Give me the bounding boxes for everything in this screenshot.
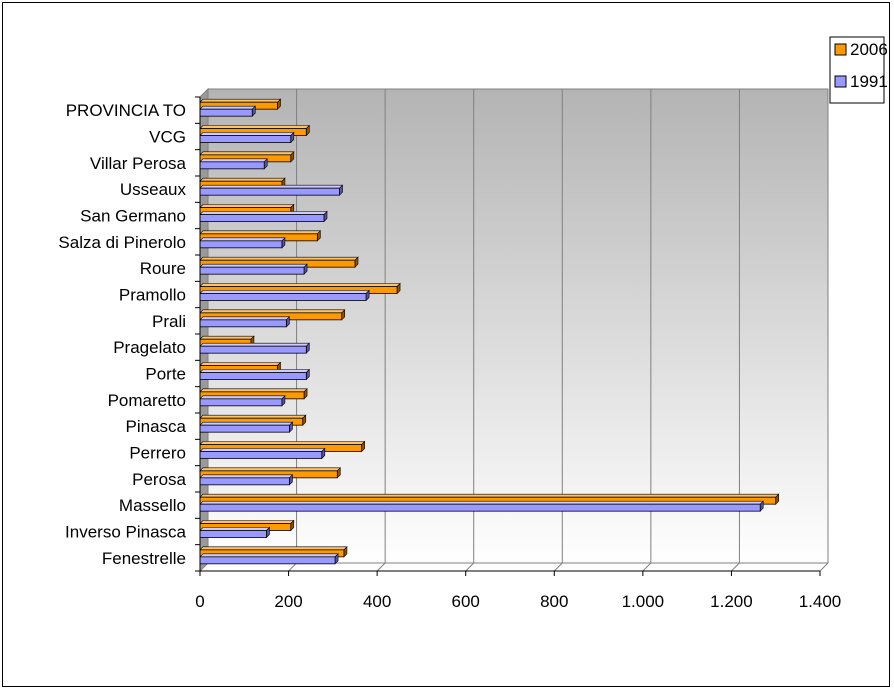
bar-top-face: [199, 342, 311, 347]
bar-top-face: [199, 553, 339, 558]
x-tick-label: 400: [363, 592, 391, 611]
bar-1991-6: [199, 266, 305, 275]
bar-top-face: [199, 204, 295, 208]
category-label: Inverso Pinasca: [65, 523, 186, 542]
category-label: San Germano: [80, 207, 186, 226]
bar-top-face: [199, 421, 294, 426]
bar-top-face: [199, 256, 359, 261]
bar-top-face: [199, 362, 282, 366]
bar-top-face: [199, 448, 326, 452]
bar-top-face: [199, 125, 311, 129]
bar-1991-12: [199, 424, 290, 433]
bar-1991-9: [199, 345, 307, 354]
x-tick-label: 1.000: [622, 592, 665, 611]
bar-top-face: [199, 263, 308, 268]
category-label: Pramollo: [119, 286, 186, 305]
bar-1991-13: [199, 451, 323, 459]
x-tick-label: 800: [540, 592, 568, 611]
bar-top-face: [199, 369, 311, 373]
legend-swatch-1991: [834, 75, 847, 88]
gridline-floor: [376, 562, 386, 572]
bar-top-face: [199, 520, 295, 524]
bar-top-face: [199, 151, 295, 156]
bar-1991-1: [199, 135, 292, 143]
bar-1991-16: [199, 530, 267, 538]
bar-1991-7: [199, 293, 367, 301]
bar-top-face: [199, 395, 286, 400]
bar-top-face: [199, 388, 308, 393]
gridline-floor: [731, 562, 740, 572]
bar-top-face: [199, 309, 346, 314]
bar-1991-15: [199, 503, 761, 512]
category-label: Pinasca: [126, 417, 187, 436]
gridline-floor: [553, 562, 563, 572]
bar-top-face: [199, 283, 401, 287]
bar-top-face: [199, 474, 294, 479]
x-tick-label: 600: [452, 592, 480, 611]
bar-1991-0: [199, 108, 253, 117]
category-label: Massello: [119, 496, 186, 515]
legend-label-2006: 2006: [850, 40, 888, 59]
bar-1991-4: [199, 214, 325, 222]
category-label: Salza di Pinerolo: [58, 233, 186, 252]
bar-top-face: [199, 177, 286, 182]
bar-top-face: [199, 184, 344, 189]
bar-top-face: [199, 414, 307, 419]
category-label: Perrero: [129, 444, 186, 463]
bar-top-face: [199, 335, 255, 340]
category-label: Usseaux: [120, 180, 187, 199]
gridline-floor: [819, 562, 829, 572]
gridline-floor: [465, 562, 475, 572]
gridline-floor: [288, 562, 297, 572]
bar-top-face: [199, 527, 271, 531]
bar-1991-8: [199, 319, 287, 328]
category-label: Fenestrelle: [102, 549, 186, 568]
gridline-floor: [642, 562, 652, 572]
x-tick-label: 200: [274, 592, 302, 611]
legend: 2006 1991: [829, 36, 888, 104]
bar-top-face: [199, 546, 348, 551]
bar-top-face: [199, 105, 256, 110]
category-label: Perosa: [132, 470, 186, 489]
x-tick-label: 1.200: [710, 592, 753, 611]
bar-top-face: [199, 290, 370, 294]
bar-top-face: [199, 230, 322, 235]
category-label: Porte: [145, 365, 186, 384]
bars-group: [199, 98, 780, 565]
category-label: Prali: [152, 312, 186, 331]
bar-1991-3: [199, 187, 340, 196]
x-tick-label: 1.400: [799, 592, 842, 611]
bar-1991-5: [199, 240, 283, 249]
bar-top-face: [199, 211, 328, 215]
category-label: VCG: [149, 128, 186, 147]
bar-1991-10: [199, 372, 307, 380]
bar-top-face: [199, 98, 282, 103]
bar-1991-17: [199, 556, 336, 565]
bar-top-face: [199, 467, 342, 472]
category-label: Pragelato: [113, 338, 186, 357]
category-label: Pomaretto: [108, 391, 186, 410]
category-label: Roure: [140, 259, 186, 278]
bar-top-face: [199, 500, 764, 505]
category-label: Villar Perosa: [90, 154, 187, 173]
axis-group: PROVINCIA TO VCG Villar Perosa Usseaux San G…: [58, 96, 842, 611]
bar-top-face: [199, 493, 780, 498]
bar-top-face: [199, 237, 286, 242]
x-tick-label: 0: [195, 592, 204, 611]
bar-top-face: [199, 132, 295, 136]
plot-back-wall: [207, 88, 829, 564]
bar-1991-14: [199, 477, 290, 486]
legend-swatch-2006: [834, 43, 847, 56]
legend-label-1991: 1991: [850, 72, 888, 91]
category-label: PROVINCIA TO: [66, 101, 186, 120]
bar-1991-11: [199, 398, 283, 407]
bar-1991-2: [199, 161, 265, 170]
bar-top-face: [199, 158, 268, 163]
bar-top-face: [199, 441, 366, 445]
bar-top-face: [199, 316, 291, 321]
